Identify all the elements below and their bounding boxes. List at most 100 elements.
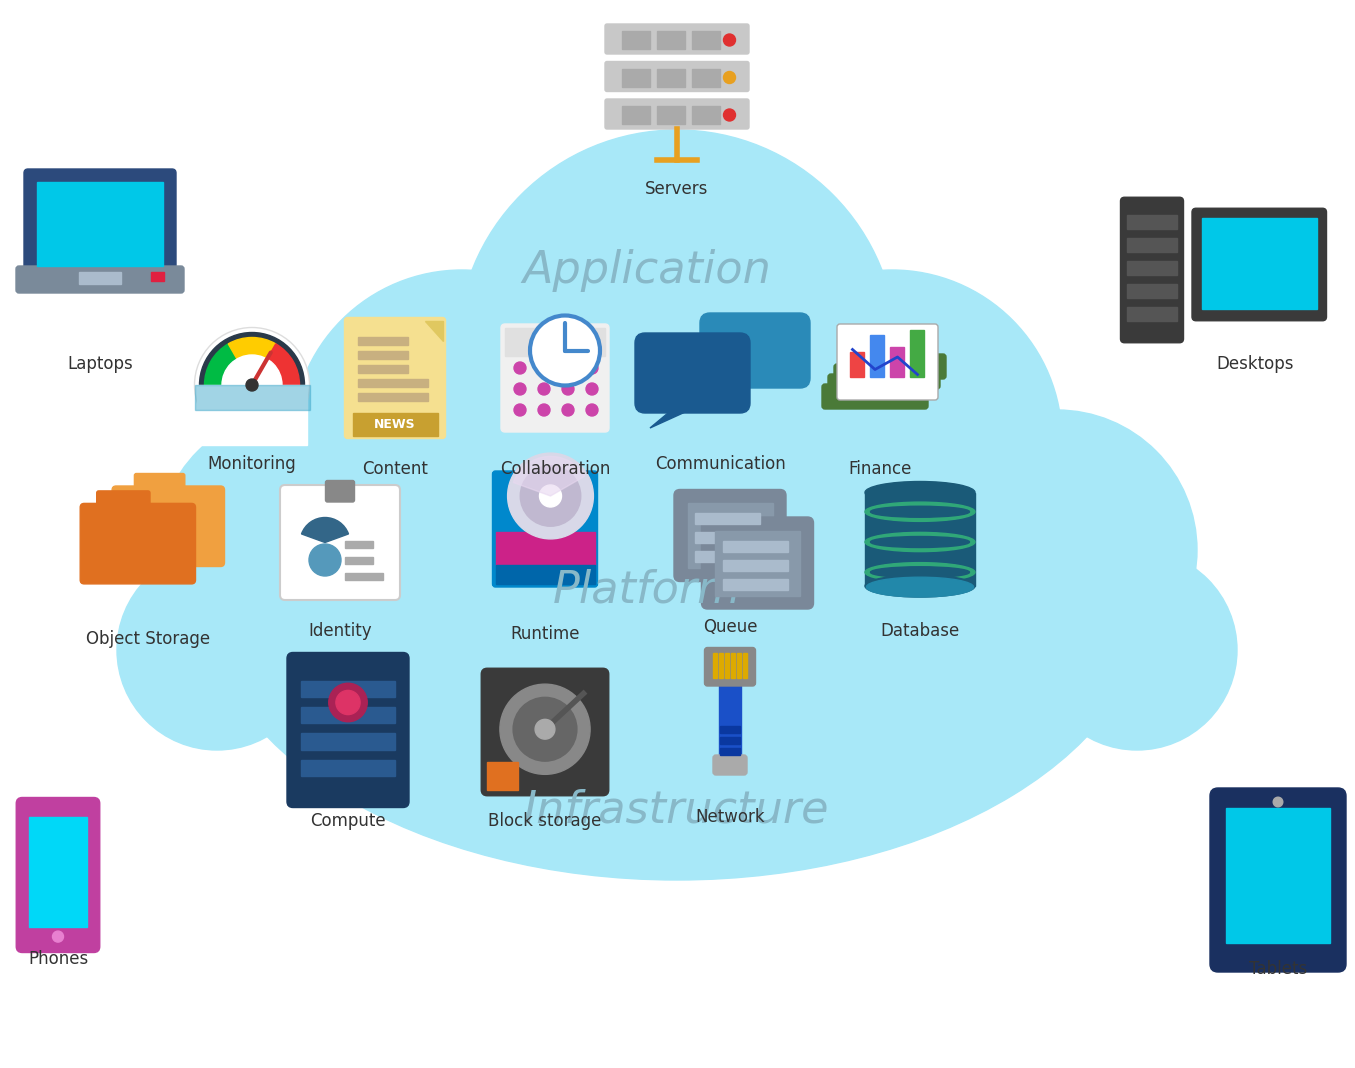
Circle shape [538, 362, 550, 374]
Bar [358, 337, 408, 345]
FancyBboxPatch shape [705, 647, 756, 686]
Bar [720, 663, 741, 758]
Wedge shape [302, 518, 348, 543]
FancyBboxPatch shape [713, 755, 747, 775]
FancyBboxPatch shape [604, 99, 749, 129]
Circle shape [309, 544, 341, 576]
Text: Collaboration: Collaboration [500, 460, 610, 478]
Circle shape [195, 328, 309, 442]
Ellipse shape [870, 567, 969, 578]
Text: Monitoring: Monitoring [207, 455, 297, 473]
Bar [496, 565, 595, 584]
Bar [718, 653, 722, 678]
Circle shape [520, 466, 581, 527]
Text: NEWS: NEWS [374, 418, 416, 431]
Bar [725, 653, 729, 678]
Bar [692, 31, 720, 49]
FancyBboxPatch shape [604, 23, 749, 54]
Circle shape [724, 72, 736, 83]
Bar [713, 653, 717, 678]
Circle shape [562, 362, 575, 374]
FancyBboxPatch shape [1210, 788, 1346, 972]
Bar [695, 513, 760, 524]
Bar [622, 31, 649, 49]
Bar [28, 817, 87, 927]
Text: Communication: Communication [654, 455, 786, 473]
Bar [1226, 808, 1329, 943]
FancyBboxPatch shape [344, 317, 446, 439]
Bar [692, 68, 720, 87]
Bar [195, 384, 309, 410]
Circle shape [535, 720, 556, 739]
Circle shape [1274, 797, 1283, 806]
Text: Block storage: Block storage [488, 812, 602, 830]
FancyBboxPatch shape [112, 486, 225, 566]
FancyBboxPatch shape [822, 384, 928, 409]
Bar [301, 759, 394, 776]
Polygon shape [650, 403, 705, 428]
Bar [358, 379, 427, 387]
Circle shape [222, 355, 282, 415]
Bar [890, 347, 904, 377]
Bar [743, 653, 747, 678]
FancyBboxPatch shape [24, 169, 176, 273]
Circle shape [585, 383, 598, 395]
Text: Application: Application [523, 249, 771, 292]
Circle shape [117, 550, 317, 750]
Ellipse shape [866, 577, 974, 597]
FancyBboxPatch shape [635, 333, 751, 413]
Bar [720, 748, 740, 754]
Circle shape [199, 332, 305, 438]
Circle shape [514, 362, 526, 374]
Bar [850, 352, 864, 377]
Bar [870, 334, 883, 377]
Bar [722, 579, 787, 590]
FancyBboxPatch shape [701, 313, 810, 388]
Bar [1127, 308, 1176, 321]
Ellipse shape [864, 563, 976, 582]
Circle shape [724, 109, 736, 121]
FancyBboxPatch shape [501, 324, 608, 431]
Circle shape [722, 270, 1062, 610]
Wedge shape [228, 337, 276, 384]
Polygon shape [425, 320, 443, 341]
FancyBboxPatch shape [16, 266, 184, 293]
Bar [715, 531, 799, 596]
Circle shape [336, 690, 360, 714]
FancyBboxPatch shape [96, 491, 150, 512]
Bar [358, 365, 408, 373]
Circle shape [508, 453, 593, 539]
Circle shape [291, 270, 631, 610]
Circle shape [538, 404, 550, 417]
Bar [1127, 262, 1176, 274]
Bar [301, 734, 394, 750]
Bar [695, 551, 760, 562]
FancyBboxPatch shape [840, 354, 946, 379]
Circle shape [530, 315, 600, 386]
Bar [737, 653, 740, 678]
FancyBboxPatch shape [481, 669, 608, 796]
Bar [1127, 284, 1176, 298]
Bar [346, 572, 382, 580]
Bar [505, 328, 604, 356]
Circle shape [917, 410, 1196, 690]
Bar [657, 106, 684, 124]
Wedge shape [252, 344, 299, 384]
Bar [720, 737, 740, 743]
Bar [196, 384, 308, 445]
FancyBboxPatch shape [325, 481, 355, 502]
Bar [1127, 238, 1176, 252]
Text: Object Storage: Object Storage [85, 630, 210, 648]
Bar [301, 680, 394, 697]
FancyBboxPatch shape [280, 485, 400, 600]
Ellipse shape [202, 300, 1152, 880]
Circle shape [247, 379, 257, 391]
Text: Laptops: Laptops [68, 355, 133, 373]
Bar [37, 182, 163, 266]
Circle shape [500, 685, 589, 774]
Bar [358, 351, 408, 359]
Circle shape [562, 383, 575, 395]
Circle shape [514, 404, 526, 417]
Text: Compute: Compute [310, 812, 386, 830]
Bar [150, 272, 164, 281]
